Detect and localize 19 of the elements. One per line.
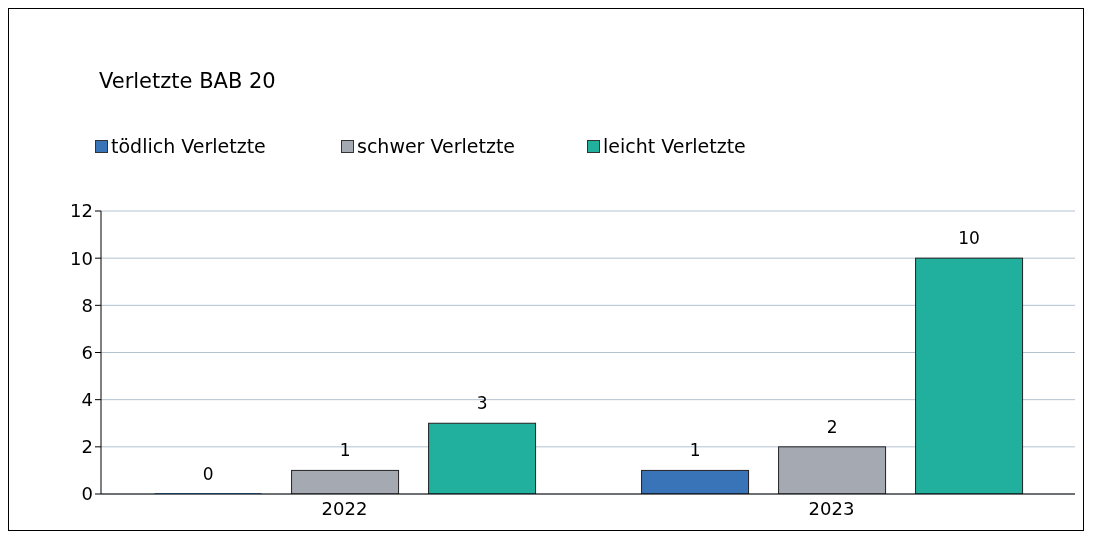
data-label: 1	[689, 440, 701, 461]
y-tick-label: 0	[81, 483, 93, 505]
data-label: 1	[339, 440, 351, 461]
x-tick-label: 2022	[321, 497, 368, 519]
legend-label: leicht Verletzte	[603, 135, 746, 157]
legend-label: tödlich Verletzte	[111, 135, 266, 157]
data-label: 0	[202, 464, 214, 484]
y-tick-label: 8	[81, 294, 93, 316]
y-tick-label: 4	[81, 389, 93, 411]
chart-title: Verletzte BAB 20	[99, 69, 276, 93]
x-tick-label: 2023	[808, 497, 855, 519]
y-tick-label: 10	[70, 247, 93, 269]
y-tick-label: 2	[81, 436, 93, 458]
y-tick-label: 12	[70, 200, 93, 222]
data-label: 10	[958, 228, 980, 249]
y-tick-label: 6	[81, 341, 93, 363]
data-label: 2	[826, 416, 838, 437]
data-label: 3	[476, 393, 488, 414]
legend-label: schwer Verletzte	[357, 135, 516, 157]
